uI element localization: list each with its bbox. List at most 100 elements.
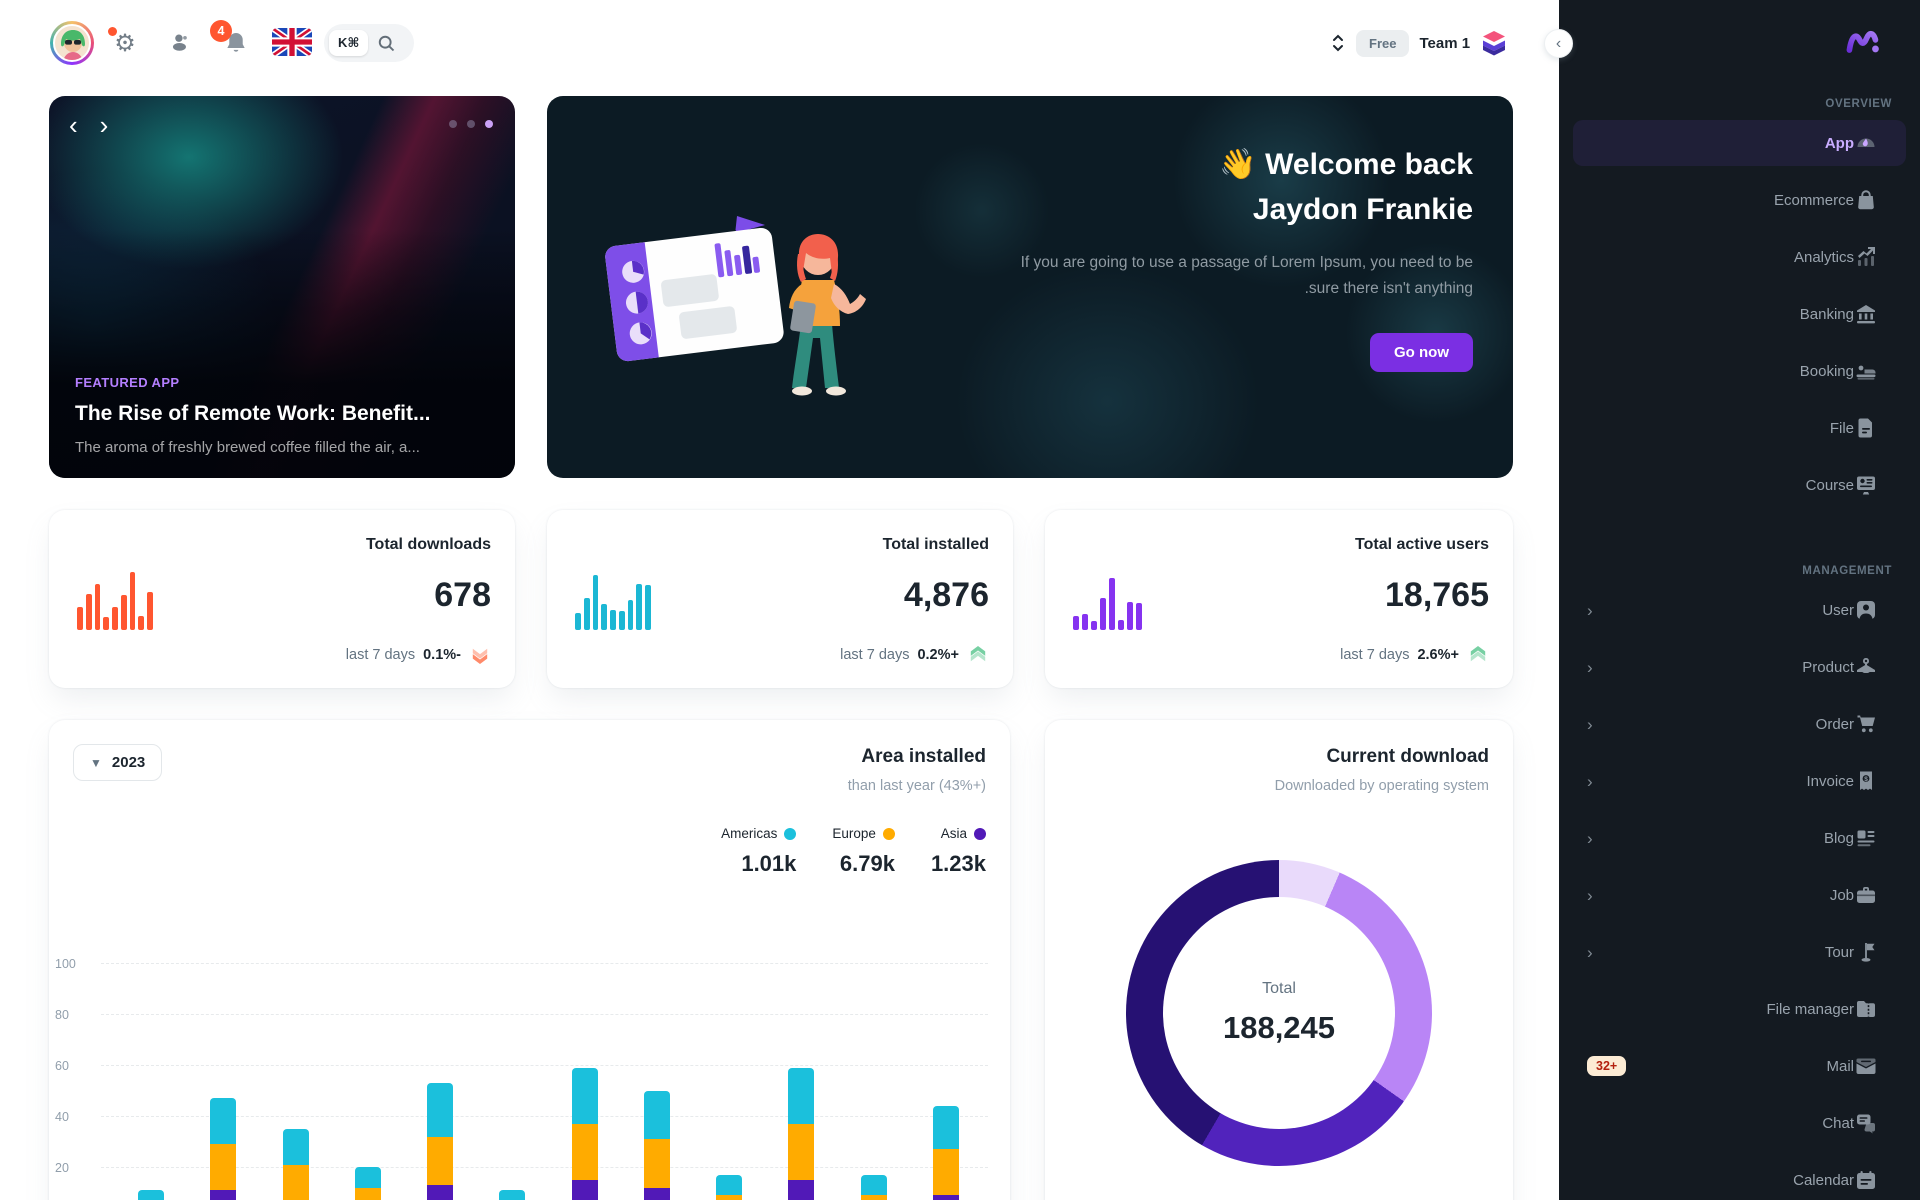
invoice-receipt-icon: $ [1854, 769, 1878, 793]
bar-segment-americas [643, 1090, 670, 1140]
bar-column[interactable] [788, 1067, 815, 1200]
app-logo-icon[interactable] [1846, 24, 1880, 58]
bar-segment-americas [860, 1174, 887, 1196]
donut-total-label: Total [1262, 980, 1296, 997]
chevron-expand-icon: › [1587, 828, 1593, 848]
sidebar-item-file[interactable]: File [1573, 405, 1906, 451]
area-installed-card: ▼ 2023 Area installed than last year (43… [49, 720, 1010, 1200]
welcome-banner: 👋 Welcome back Jaydon Frankie If you are… [547, 96, 1513, 478]
sidebar: OVERVIEW App Ecommerce Analytics [1559, 0, 1920, 1200]
featured-title[interactable]: The Rise of Remote Work: Benefit... [75, 402, 431, 425]
gauge-icon [1854, 131, 1878, 155]
stat-card-total-downloads: Total downloads 678 last 7 days 0.1%- [49, 510, 515, 688]
job-briefcase-icon [1854, 883, 1878, 907]
spark-bar [112, 606, 118, 630]
donut-subtitle: Downloaded by operating system [1274, 778, 1489, 794]
chevron-expand-icon: › [1587, 657, 1593, 677]
spark-bar [618, 610, 625, 630]
bar-column[interactable] [499, 1190, 526, 1200]
sidebar-item-ecommerce[interactable]: Ecommerce [1573, 177, 1906, 223]
sidebar-collapse-button[interactable]: ‹ [1544, 29, 1573, 58]
sidebar-nav: OVERVIEW App Ecommerce Analytics [1559, 98, 1920, 1200]
spark-bar [1100, 598, 1106, 630]
featured-app-card[interactable]: ‹ › FEATURED APP The Rise of Remote Work… [49, 96, 515, 478]
trending-chart-icon [1854, 245, 1878, 269]
bar-segment-asia [571, 1179, 598, 1200]
sidebar-item-banking[interactable]: Banking [1573, 291, 1906, 337]
carousel-dot-active[interactable] [485, 120, 493, 128]
bar-segment-americas [788, 1067, 815, 1124]
bar-segment-europe [210, 1144, 237, 1191]
chevron-expand-icon: › [1587, 714, 1593, 734]
sidebar-item-invoice[interactable]: › Invoice $ [1573, 758, 1906, 804]
shopping-bag-icon [1854, 188, 1878, 212]
sidebar-item-mail[interactable]: 32+ Mail [1573, 1043, 1906, 1089]
bar-column[interactable] [138, 1190, 165, 1200]
sidebar-item-chat[interactable]: Chat [1573, 1100, 1906, 1146]
settings-gear-icon[interactable]: ⚙ [108, 27, 139, 57]
carousel-prev-icon[interactable]: ‹ [69, 110, 78, 140]
bar-column[interactable] [282, 1128, 309, 1200]
notifications-bell-icon[interactable]: 4 [210, 20, 250, 57]
carousel-next-icon[interactable]: › [99, 110, 109, 140]
keyboard-shortcut-chip: K⌘ [329, 30, 369, 56]
bar-column[interactable] [210, 1098, 237, 1200]
stat-title: Total installed [882, 536, 989, 553]
search-input[interactable]: K⌘ [324, 24, 414, 62]
uk-flag-icon[interactable] [272, 28, 312, 56]
featured-tag: FEATURED APP [75, 375, 180, 390]
bar-column[interactable] [427, 1083, 454, 1200]
sidebar-item-blog[interactable]: › Blog [1573, 815, 1906, 861]
stat-card-total-active-users: Total active users 18,765 last 7 days 2.… [1045, 510, 1513, 688]
carousel-dot[interactable] [467, 120, 475, 128]
sidebar-item-user[interactable]: › User [1573, 587, 1906, 633]
legend-americas[interactable]: Americas 1.01k [721, 826, 797, 876]
sidebar-item-order[interactable]: › Order [1573, 701, 1906, 747]
sidebar-item-booking[interactable]: Booking [1573, 348, 1906, 394]
sidebar-item-job[interactable]: › Job [1573, 872, 1906, 918]
bar-segment-americas [716, 1174, 743, 1196]
workspace-name: Team 1 [1419, 34, 1471, 52]
workspace-switcher[interactable]: Free Team 1 [1330, 24, 1508, 62]
go-now-button[interactable]: Go now [1370, 332, 1473, 372]
stat-period: last 7 days [1340, 647, 1410, 663]
sidebar-item-app[interactable]: App [1573, 120, 1906, 166]
avatar-image [53, 24, 91, 62]
stat-footer: last 7 days 0.1%- [346, 646, 491, 664]
sidebar-item-course[interactable]: Course [1573, 462, 1906, 508]
legend-asia[interactable]: Asia 1.23k [930, 826, 986, 876]
bar-column[interactable] [716, 1174, 743, 1200]
year-select[interactable]: ▼ 2023 [73, 744, 163, 781]
stat-delta: 0.1%- [423, 647, 461, 663]
bar-segment-europe [716, 1195, 743, 1200]
sidebar-item-calendar[interactable]: Calendar [1573, 1157, 1906, 1200]
trending-up-icon [967, 646, 989, 664]
avatar[interactable] [50, 21, 94, 65]
sidebar-item-product[interactable]: › Product [1573, 644, 1906, 690]
bar-column[interactable] [860, 1174, 887, 1200]
bar-column[interactable] [571, 1067, 598, 1200]
year-value: 2023 [111, 754, 146, 771]
sidebar-item-analytics[interactable]: Analytics [1573, 234, 1906, 280]
sidebar-item-file-manager[interactable]: File manager [1573, 986, 1906, 1032]
bar-column[interactable] [643, 1090, 670, 1200]
bar-column[interactable] [932, 1105, 959, 1200]
sidebar-item-tour[interactable]: › Tour [1573, 929, 1906, 975]
contacts-icon[interactable] [166, 29, 194, 57]
bar-segment-americas [499, 1190, 526, 1200]
featured-text: FEATURED APP The Rise of Remote Work: Be… [75, 375, 489, 456]
welcome-body: If you are going to use a passage of Lor… [1020, 254, 1473, 298]
bar-segment-americas [282, 1128, 309, 1165]
bar-segment-americas [571, 1067, 598, 1124]
donut-chart[interactable]: Total 188,245 [1126, 860, 1432, 1166]
legend-europe[interactable]: Europe 6.79k [832, 826, 895, 876]
bar-column[interactable] [354, 1167, 381, 1200]
workspace-logo-icon [1483, 31, 1506, 56]
order-cart-icon [1854, 712, 1878, 736]
folder-zip-icon [1854, 997, 1878, 1021]
spark-bar [627, 599, 634, 630]
bar-segment-americas [932, 1105, 959, 1150]
spark-bar [583, 598, 590, 630]
spark-bar [138, 615, 145, 630]
carousel-dot[interactable] [449, 120, 457, 128]
